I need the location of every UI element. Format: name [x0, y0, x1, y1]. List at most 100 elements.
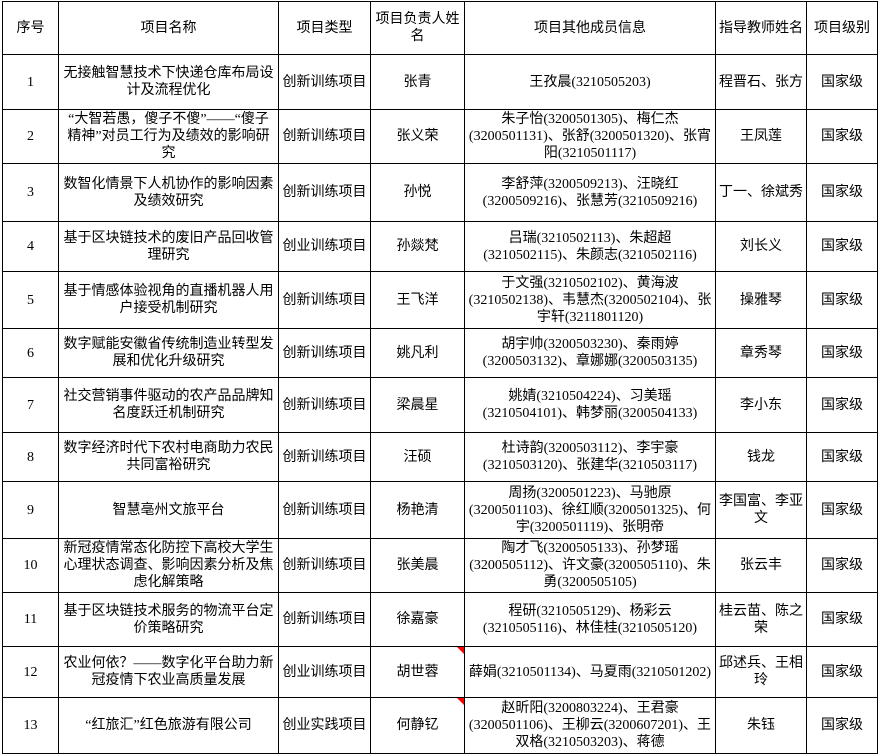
- cell-serial-number: 1: [2, 54, 59, 110]
- cell-project-type: 创新训练项目: [278, 54, 371, 110]
- cell-members-info: 于文强(3210502102)、黄海波(3210502138)、韦慧杰(3200…: [464, 271, 716, 329]
- cell-serial-number: 9: [2, 481, 59, 539]
- cell-advisor-name: 李小东: [715, 377, 807, 433]
- column-header: 项目名称: [58, 1, 279, 55]
- cell-advisor-name: 程晋石、张方: [715, 54, 807, 110]
- cell-project-name: 数字经济时代下农村电商助力农民共同富裕研究: [58, 432, 279, 482]
- cell-project-type: 创新训练项目: [278, 271, 371, 329]
- cell-project-name: “红旅汇”红色旅游有限公司: [58, 697, 279, 754]
- cell-project-level: 国家级: [806, 697, 878, 754]
- cell-serial-number: 12: [2, 646, 59, 698]
- cell-project-name: 数字赋能安徽省传统制造业转型发展和优化升级研究: [58, 328, 279, 378]
- cell-project-type: 创新训练项目: [278, 109, 371, 164]
- cell-advisor-name: 刘长义: [715, 221, 807, 272]
- cell-members-info: 赵昕阳(3200803224)、王君豪(3200501106)、王柳云(3200…: [464, 697, 716, 754]
- cell-serial-number: 7: [2, 377, 59, 433]
- cell-leader-name: 姚凡利: [370, 328, 465, 378]
- cell-members-info: 李舒萍(3200509213)、汪晓红(3200509216)、张慧芳(3210…: [464, 163, 716, 222]
- cell-members-info: 吕瑞(3210502113)、朱超超(3210502115)、朱颜志(32105…: [464, 221, 716, 272]
- cell-serial-number: 13: [2, 697, 59, 754]
- column-header: 项目其他成员信息: [464, 1, 716, 55]
- column-header: 序号: [2, 1, 59, 55]
- cell-project-name: 无接触智慧技术下快递仓库布局设计及流程优化: [58, 54, 279, 110]
- cell-leader-name: 张青: [370, 54, 465, 110]
- cell-project-type: 创新训练项目: [278, 328, 371, 378]
- cell-members-info: 陶才飞(3200505133)、孙梦瑶(3200505112)、许文豪(3200…: [464, 538, 716, 593]
- cell-serial-number: 10: [2, 538, 59, 593]
- table-row: 7 社交营销事件驱动的农产品品牌知名度跃迁机制研究 创新训练项目 梁晨星 姚婧(3210…: [2, 377, 878, 433]
- cell-project-type: 创新训练项目: [278, 377, 371, 433]
- cell-leader-name: 张义荣: [370, 109, 465, 164]
- cell-serial-number: 5: [2, 271, 59, 329]
- cell-leader-name: 汪硕: [370, 432, 465, 482]
- table-row: 3 数智化情景下人机协作的影响因素及绩效研究 创新训练项目 孙悦 李舒萍(3200509…: [2, 163, 878, 222]
- table-body: 1 无接触智慧技术下快递仓库布局设计及流程优化 创新训练项目 张青 王孜晨(321050…: [2, 54, 878, 754]
- cell-project-level: 国家级: [806, 109, 878, 164]
- header-row: 序号 项目名称 项目类型 项目负责人姓名 项目其他成员信息 指导教师姓名 项目级别: [2, 1, 878, 55]
- cell-project-level: 国家级: [806, 271, 878, 329]
- cell-serial-number: 2: [2, 109, 59, 164]
- cell-project-type: 创新训练项目: [278, 481, 371, 539]
- cell-members-info: 程研(3210505129)、杨彩云(3210505116)、林佳桂(32105…: [464, 592, 716, 647]
- cell-project-level: 国家级: [806, 646, 878, 698]
- comment-marker-icon: [457, 698, 464, 705]
- table-row: 2 “大智若愚，傻子不傻”——“傻子精神”对员工行为及绩效的影响研究 创新训练项目张…: [2, 109, 878, 164]
- cell-project-type: 创业训练项目: [278, 646, 371, 698]
- table-row: 10 新冠疫情常态化防控下高校大学生心理状态调查、影响因素分析及焦虑化解策略 创新训…: [2, 538, 878, 593]
- cell-project-type: 创新训练项目: [278, 538, 371, 593]
- cell-serial-number: 8: [2, 432, 59, 482]
- cell-project-type: 创业实践项目: [278, 697, 371, 754]
- table-row: 5 基于情感体验视角的直播机器人用户接受机制研究 创新训练项目 王飞洋 于文强(3210…: [2, 271, 878, 329]
- cell-project-level: 国家级: [806, 481, 878, 539]
- column-header: 项目类型: [278, 1, 371, 55]
- cell-project-type: 创新训练项目: [278, 432, 371, 482]
- comment-marker-icon: [457, 647, 464, 654]
- table-row: 4 基于区块链技术的废旧产品回收管理研究 创业训练项目 孙燚梵 吕瑞(321050211…: [2, 221, 878, 272]
- cell-project-name: 基于区块链技术的废旧产品回收管理研究: [58, 221, 279, 272]
- table-row: 6 数字赋能安徽省传统制造业转型发展和优化升级研究 创新训练项目 姚凡利 胡宇帅(320…: [2, 328, 878, 378]
- cell-project-level: 国家级: [806, 163, 878, 222]
- cell-project-type: 创新训练项目: [278, 592, 371, 647]
- cell-members-info: 姚婧(3210504224)、习美瑶(3210504101)、韩梦丽(32005…: [464, 377, 716, 433]
- cell-project-level: 国家级: [806, 432, 878, 482]
- table-row: 1 无接触智慧技术下快递仓库布局设计及流程优化 创新训练项目 张青 王孜晨(321050…: [2, 54, 878, 110]
- cell-members-info: 周扬(3200501223)、马驰原(3200501103)、徐红顺(32005…: [464, 481, 716, 539]
- cell-advisor-name: 钱龙: [715, 432, 807, 482]
- cell-leader-name: 徐嘉豪: [370, 592, 465, 647]
- column-header: 项目负责人姓名: [370, 1, 465, 55]
- table-row: 9 智慧亳州文旅平台 创新训练项目 杨艳清 周扬(3200501223)、马驰原(320…: [2, 481, 878, 539]
- cell-advisor-name: 邱述兵、王相玲: [715, 646, 807, 698]
- cell-leader-name: 梁晨星: [370, 377, 465, 433]
- table-row: 8 数字经济时代下农村电商助力农民共同富裕研究 创新训练项目 汪硕 杜诗韵(320050…: [2, 432, 878, 482]
- cell-project-name: “大智若愚，傻子不傻”——“傻子精神”对员工行为及绩效的影响研究: [58, 109, 279, 164]
- cell-advisor-name: 李国富、李亚文: [715, 481, 807, 539]
- cell-leader-name: 胡世蓉: [370, 646, 465, 698]
- cell-leader-name: 王飞洋: [370, 271, 465, 329]
- cell-members-info: 杜诗韵(3200503112)、李宇豪(3210503120)、张建华(3210…: [464, 432, 716, 482]
- column-header: 项目级别: [806, 1, 878, 55]
- cell-project-level: 国家级: [806, 377, 878, 433]
- cell-serial-number: 3: [2, 163, 59, 222]
- cell-advisor-name: 朱钰: [715, 697, 807, 754]
- table-row: 13 “红旅汇”红色旅游有限公司 创业实践项目 何静钇 赵昕阳(3200803224)、…: [2, 697, 878, 754]
- cell-leader-name: 张美晨: [370, 538, 465, 593]
- cell-leader-name: 孙燚梵: [370, 221, 465, 272]
- cell-project-name: 数智化情景下人机协作的影响因素及绩效研究: [58, 163, 279, 222]
- table-row: 11 基于区块链技术服务的物流平台定价策略研究 创新训练项目 徐嘉豪 程研(321050…: [2, 592, 878, 647]
- cell-advisor-name: 丁一、徐斌秀: [715, 163, 807, 222]
- cell-project-name: 智慧亳州文旅平台: [58, 481, 279, 539]
- cell-project-name: 农业何依？——数字化平台助力新冠疫情下农业高质量发展: [58, 646, 279, 698]
- cell-project-name: 社交营销事件驱动的农产品品牌知名度跃迁机制研究: [58, 377, 279, 433]
- cell-leader-name: 杨艳清: [370, 481, 465, 539]
- cell-project-level: 国家级: [806, 328, 878, 378]
- cell-project-level: 国家级: [806, 592, 878, 647]
- cell-project-level: 国家级: [806, 54, 878, 110]
- cell-project-level: 国家级: [806, 538, 878, 593]
- cell-advisor-name: 王凤莲: [715, 109, 807, 164]
- column-header: 指导教师姓名: [715, 1, 807, 55]
- cell-project-level: 国家级: [806, 221, 878, 272]
- cell-members-info: 王孜晨(3210505203): [464, 54, 716, 110]
- table-row: 12 农业何依？——数字化平台助力新冠疫情下农业高质量发展 创业训练项目 胡世蓉 薛娟(…: [2, 646, 878, 698]
- cell-advisor-name: 桂云苗、陈之荣: [715, 592, 807, 647]
- cell-project-name: 基于区块链技术服务的物流平台定价策略研究: [58, 592, 279, 647]
